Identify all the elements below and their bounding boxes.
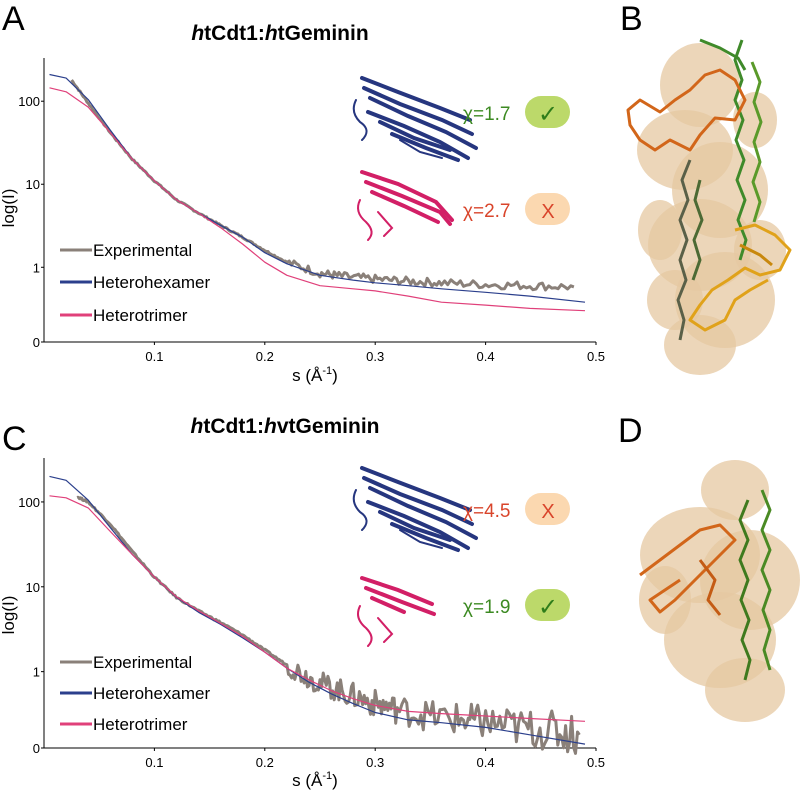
heterohexamer-structure-thumbnail [352, 76, 478, 162]
y-tick-label: 100 [18, 94, 40, 109]
x-tick-label: 0.2 [256, 755, 274, 770]
heterotrimer-structure-thumbnail [357, 576, 436, 647]
chi-value: χ=1.9 [463, 597, 510, 618]
good-fit-badge [525, 96, 570, 128]
chart-a-xlabel: s (Å-1) [292, 365, 338, 385]
series-line-experimental [76, 495, 581, 755]
chart-a-plot-area [49, 73, 586, 312]
good-fit-badge [525, 589, 570, 621]
chart-a-ylabel: log(I) [0, 189, 18, 228]
chart-c-xlabel: s (Å-1) [292, 770, 338, 790]
y-tick-label: 10 [26, 580, 40, 595]
series-line-heterohexamer [49, 73, 586, 303]
chart-c-legend: Experimental Heterohexamer Heterotrimer [60, 653, 211, 734]
legend-heterohexamer: Heterohexamer [93, 273, 211, 292]
legend-heterohexamer: Heterohexamer [93, 684, 211, 703]
chi-value: χ=2.7 [463, 201, 510, 222]
y-tick-label: 0 [33, 335, 40, 350]
chart-c-ylabel: log(I) [0, 596, 18, 635]
chart-c-x-ticks: 0.1 0.2 0.3 0.4 0.5 [145, 748, 605, 770]
cross-icon: X [541, 201, 554, 223]
legend-experimental: Experimental [93, 241, 192, 260]
legend-heterotrimer: Heterotrimer [93, 715, 188, 734]
y-tick-label: 100 [18, 495, 40, 510]
x-tick-label: 0.3 [366, 349, 384, 364]
chart-a-x-ticks: 0.1 0.2 0.3 0.4 0.5 [145, 342, 605, 364]
panel-letter-a: A [2, 0, 25, 38]
series-line-heterotrimer [49, 495, 586, 722]
bad-fit-badge [525, 193, 570, 225]
chart-a-title: htCdt1:htGeminin [191, 22, 368, 45]
x-tick-label: 0.1 [145, 755, 163, 770]
y-tick-label: 0 [33, 741, 40, 756]
x-tick-label: 0.4 [477, 349, 495, 364]
chi-value: χ=4.5 [463, 501, 510, 522]
structure-model-d [639, 460, 800, 722]
chi-fit-hexamer-c: χ=4.5 X [463, 493, 570, 525]
x-tick-label: 0.3 [366, 755, 384, 770]
y-tick-label: 10 [26, 177, 40, 192]
series-line-heterotrimer [49, 87, 586, 312]
chi-fit-hexamer-a: χ=1.7 ✓ [463, 96, 570, 128]
panel-letter-b: B [620, 0, 643, 38]
checkmark-icon: ✓ [538, 100, 558, 128]
x-tick-label: 0.2 [256, 349, 274, 364]
heterotrimer-structure-thumbnail [357, 170, 454, 241]
chart-a-y-ticks: 0 1 10 100 [18, 94, 44, 350]
cross-icon: X [541, 501, 554, 523]
x-tick-label: 0.1 [145, 349, 163, 364]
panel-letter-d: D [618, 412, 643, 450]
chi-fit-trimer-c: χ=1.9 ✓ [463, 589, 570, 621]
chi-value: χ=1.7 [463, 104, 510, 125]
heterohexamer-structure-thumbnail [352, 466, 478, 552]
chart-c-y-ticks: 0 1 10 100 [18, 495, 44, 756]
legend-experimental: Experimental [93, 653, 192, 672]
legend-heterotrimer: Heterotrimer [93, 306, 188, 325]
chart-a-legend: Experimental Heterohexamer Heterotrimer [60, 241, 211, 325]
protein-backbone [639, 489, 772, 681]
checkmark-icon: ✓ [538, 593, 558, 621]
bad-fit-badge [525, 493, 570, 525]
chi-fit-trimer-a: χ=2.7 X [463, 193, 570, 225]
saxs-chart-a: htCdt1:htGeminin 0 1 10 100 0.1 0.2 0.3 0.4 0.5… [0, 22, 605, 385]
x-tick-label: 0.5 [587, 349, 605, 364]
chart-c-plot-area [49, 475, 586, 755]
chart-c-title: htCdt1:hvtGeminin [191, 415, 380, 438]
structure-model-b [626, 38, 792, 375]
panel-letter-c: C [2, 420, 27, 458]
x-tick-label: 0.4 [477, 755, 495, 770]
x-tick-label: 0.5 [587, 755, 605, 770]
y-tick-label: 1 [33, 260, 40, 275]
protein-backbone [626, 38, 792, 341]
y-tick-label: 1 [33, 665, 40, 680]
